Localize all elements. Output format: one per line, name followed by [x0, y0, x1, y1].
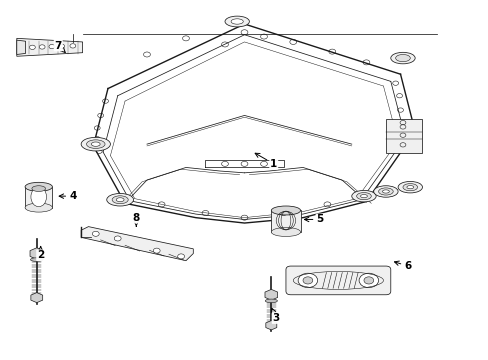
Ellipse shape [395, 54, 409, 62]
Ellipse shape [31, 187, 46, 207]
Ellipse shape [378, 188, 392, 195]
Circle shape [153, 248, 160, 253]
Ellipse shape [116, 198, 124, 202]
Circle shape [177, 254, 184, 259]
Ellipse shape [81, 137, 110, 151]
Ellipse shape [271, 228, 300, 237]
Text: 5: 5 [304, 215, 323, 224]
Ellipse shape [32, 186, 45, 192]
Ellipse shape [390, 52, 414, 64]
Circle shape [39, 45, 45, 49]
Ellipse shape [224, 16, 249, 27]
Ellipse shape [91, 142, 100, 146]
Ellipse shape [112, 196, 128, 204]
Ellipse shape [86, 140, 105, 148]
Ellipse shape [106, 193, 133, 206]
Ellipse shape [264, 299, 277, 303]
FancyBboxPatch shape [271, 211, 300, 232]
Circle shape [49, 44, 55, 49]
Ellipse shape [382, 190, 388, 193]
FancyBboxPatch shape [285, 266, 390, 295]
Circle shape [298, 273, 317, 288]
Polygon shape [17, 39, 82, 56]
Circle shape [363, 277, 373, 284]
FancyBboxPatch shape [25, 187, 52, 208]
Circle shape [114, 236, 121, 241]
Ellipse shape [360, 194, 366, 198]
Text: 8: 8 [132, 213, 140, 226]
Ellipse shape [406, 185, 413, 189]
Text: 7: 7 [55, 41, 65, 53]
Circle shape [59, 44, 64, 48]
Polygon shape [81, 226, 193, 261]
Circle shape [70, 44, 76, 48]
Circle shape [358, 273, 378, 288]
Circle shape [303, 277, 312, 284]
Text: 1: 1 [255, 153, 277, 169]
Ellipse shape [351, 190, 375, 202]
Text: 6: 6 [394, 261, 410, 271]
FancyBboxPatch shape [385, 119, 422, 153]
Ellipse shape [356, 193, 370, 200]
Ellipse shape [25, 203, 52, 212]
Text: 3: 3 [271, 308, 279, 323]
Ellipse shape [271, 206, 300, 215]
Ellipse shape [397, 181, 422, 193]
Text: 4: 4 [59, 191, 77, 201]
Text: 2: 2 [37, 246, 44, 260]
Circle shape [29, 45, 35, 49]
Ellipse shape [373, 186, 397, 197]
Ellipse shape [30, 258, 43, 261]
Ellipse shape [231, 19, 243, 24]
Ellipse shape [402, 184, 417, 191]
Ellipse shape [25, 182, 52, 191]
Polygon shape [17, 40, 25, 54]
Circle shape [92, 231, 99, 236]
